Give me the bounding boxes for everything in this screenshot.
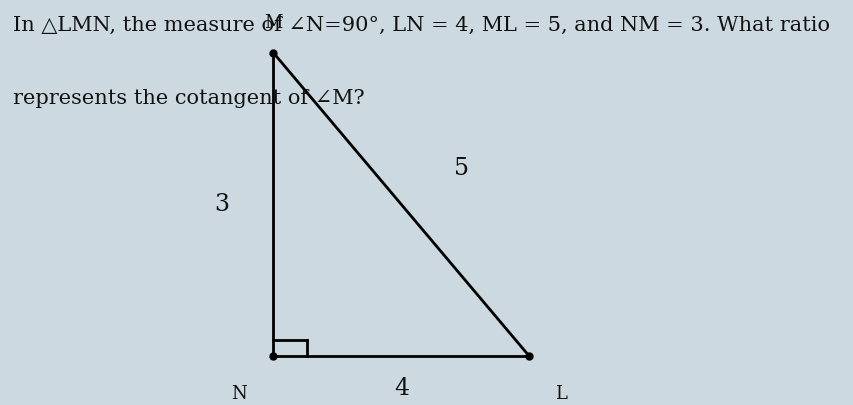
Text: L: L	[554, 385, 566, 403]
Text: In △LMN, the measure of ∠N=90°, LN = 4, ML = 5, and NM = 3. What ratio: In △LMN, the measure of ∠N=90°, LN = 4, …	[13, 16, 829, 35]
Text: 4: 4	[393, 377, 409, 400]
Text: 3: 3	[214, 193, 229, 216]
Text: represents the cotangent of ∠M?: represents the cotangent of ∠M?	[13, 89, 364, 108]
Text: 5: 5	[453, 157, 468, 179]
Text: M: M	[264, 15, 282, 32]
Text: N: N	[231, 385, 247, 403]
